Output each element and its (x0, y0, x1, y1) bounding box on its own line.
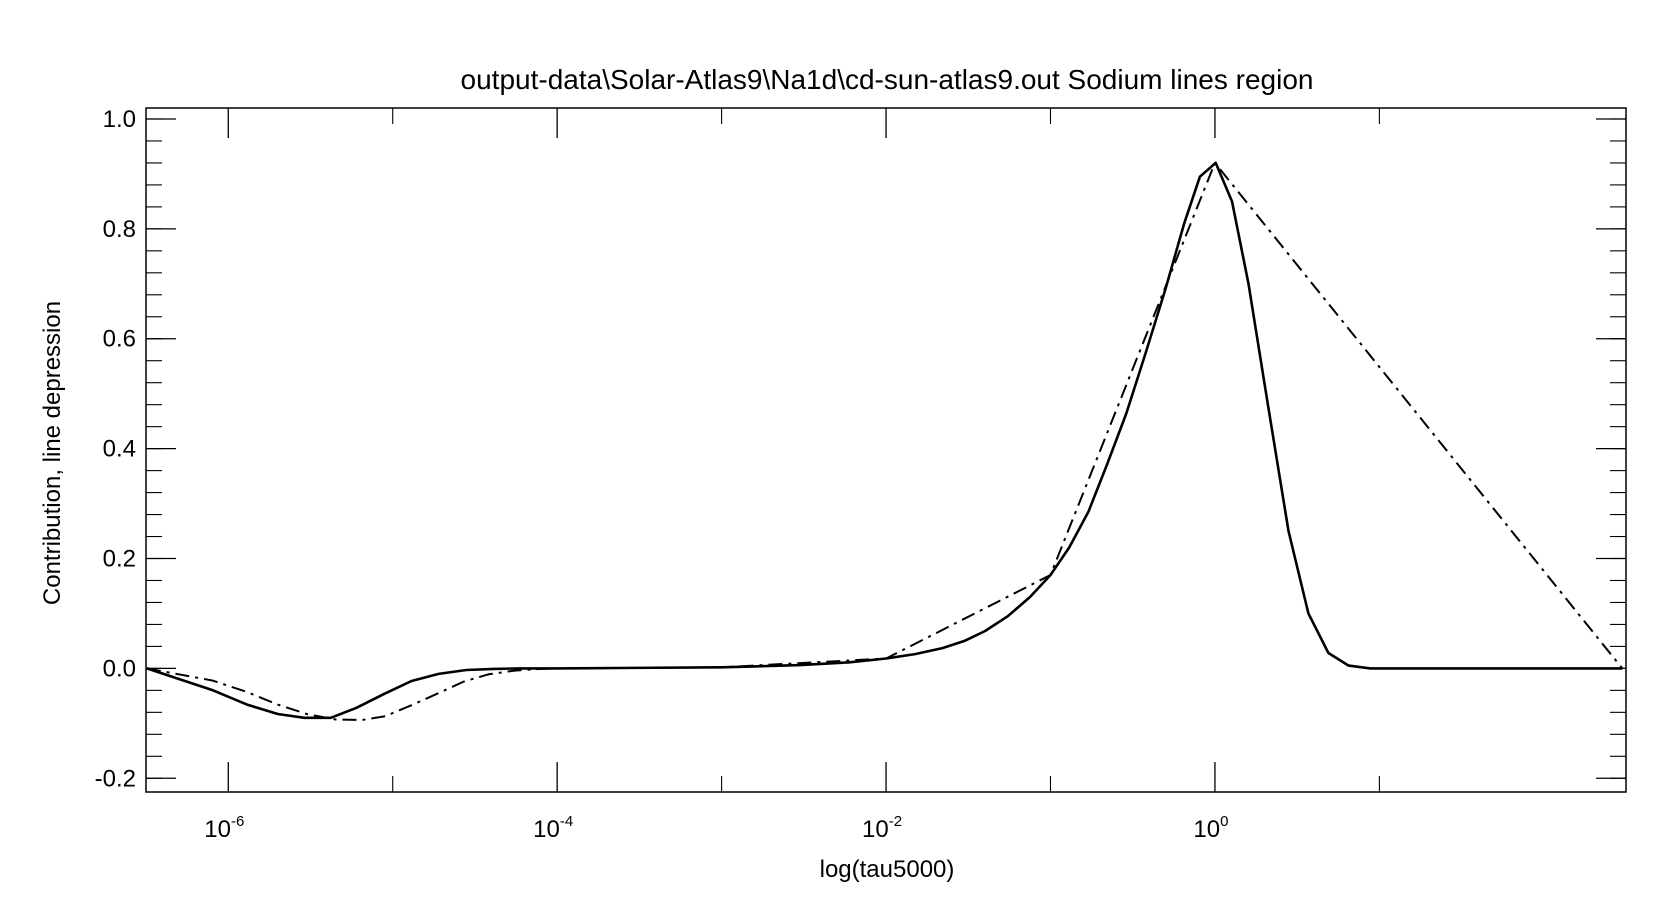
plot-frame (145, 107, 1627, 793)
plot-lines (146, 161, 1624, 721)
chart-title: output-data\Solar-Atlas9\Na1d\cd-sun-atl… (461, 64, 1314, 95)
y-tick-label: 0.6 (103, 326, 136, 353)
tick-labels: -0.2 0.0 0.2 0.4 0.6 0.8 1.0 10-6 10-4 10-2 100 (95, 106, 1229, 843)
y-tick-label: 0.4 (103, 436, 136, 463)
y-tick-label: 0.8 (103, 216, 136, 243)
y-tick-label: 0.0 (103, 655, 136, 682)
axis-ticks (146, 108, 1626, 792)
y-axis-title: Contribution, line depression (39, 301, 66, 605)
y-tick-label: 0.2 (103, 546, 136, 573)
y-tick-label: -0.2 (95, 765, 136, 792)
x-axis-title: log(tau5000) (820, 856, 955, 883)
y-tick-label: 1.0 (103, 106, 136, 133)
series-1-line (146, 161, 1624, 721)
x-tick-label: 10-2 (862, 813, 902, 843)
x-tick-label: 10-4 (533, 813, 573, 843)
x-tick-label: 10-6 (204, 813, 244, 843)
series-0-line (146, 161, 1623, 720)
x-tick-label: 100 (1193, 813, 1228, 843)
